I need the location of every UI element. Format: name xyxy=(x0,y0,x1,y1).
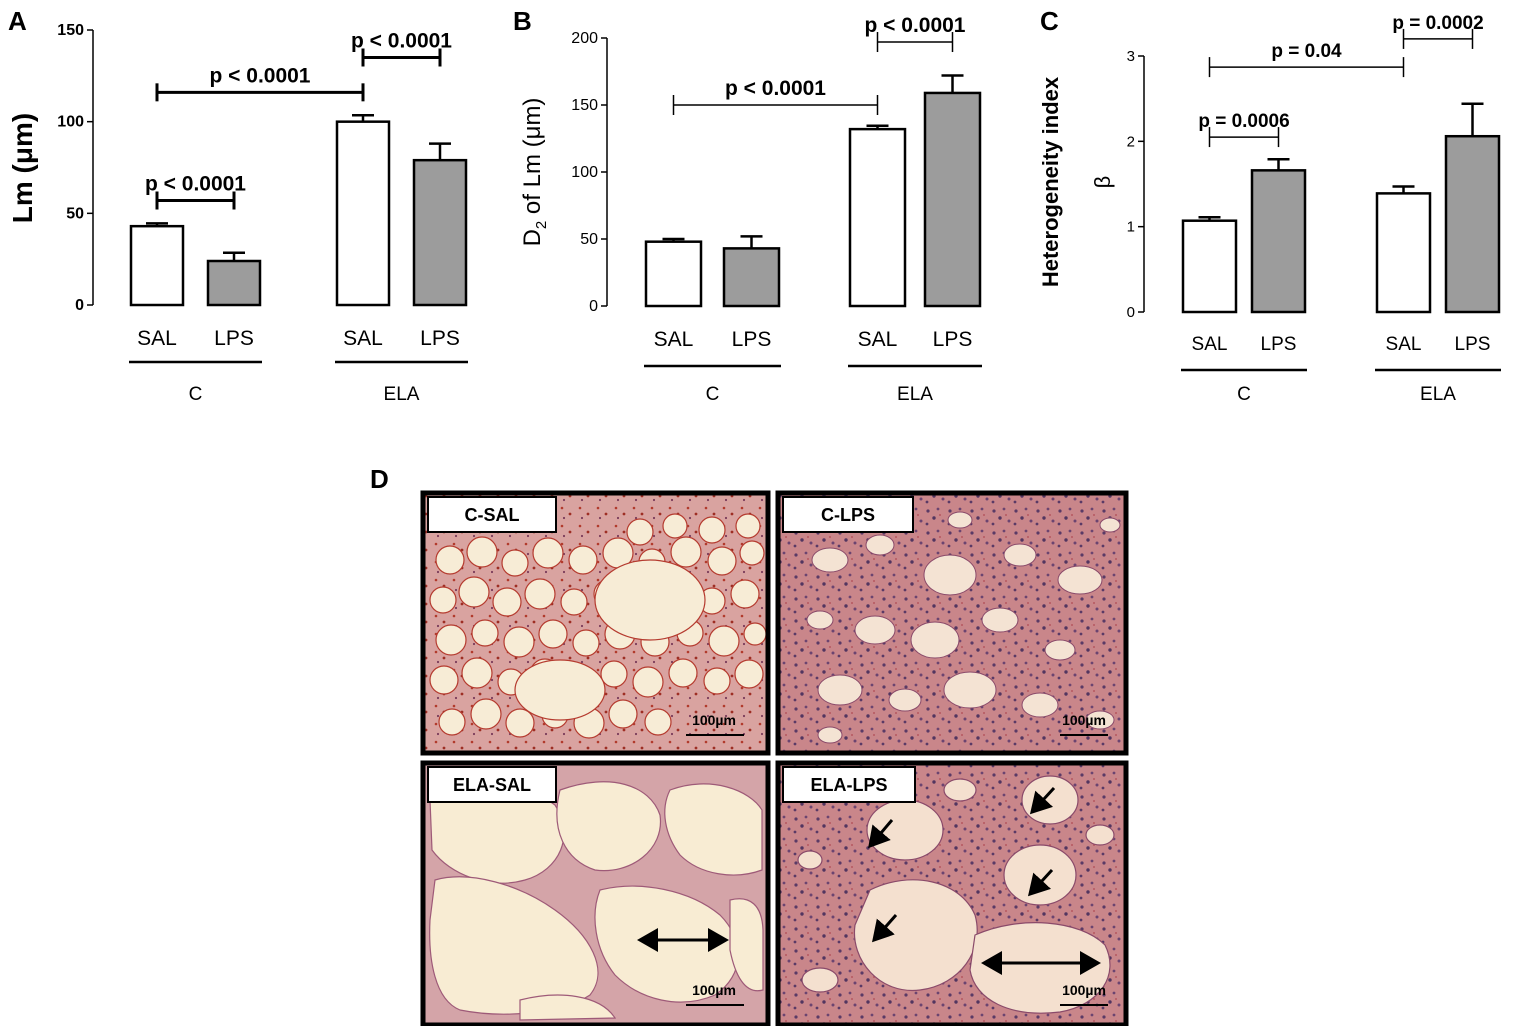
chart-c-p-value: p = 0.0002 xyxy=(1392,13,1483,34)
arrow xyxy=(1027,868,1054,897)
chart-a-bar xyxy=(412,158,468,307)
scale-bar-label: 100µm xyxy=(1062,712,1106,728)
chart-b-y-tick-label: 200 xyxy=(571,30,598,47)
chart-a-bar xyxy=(206,259,262,307)
chart-c-bar xyxy=(1250,169,1307,314)
chart-b-category-label: SAL xyxy=(858,328,898,351)
scale-bar-label: 100µm xyxy=(1062,982,1106,998)
chart-c-y-tick-label: 0 xyxy=(1127,304,1135,321)
chart-b-bar xyxy=(722,247,781,308)
panel-letter-b: B xyxy=(513,6,532,36)
chart-c-category-label: LPS xyxy=(1261,334,1297,355)
chart-b-group-label: C xyxy=(706,384,720,405)
chart-b-y-tick-label: 100 xyxy=(571,164,598,181)
chart-b-group-label: ELA xyxy=(897,384,933,405)
chart-b-bar xyxy=(644,240,703,308)
chart-b-y-tick-label: 0 xyxy=(589,298,598,315)
chart-a-group-label: ELA xyxy=(384,384,420,405)
scale-bar-label: 100µm xyxy=(692,712,736,728)
c-lps-airspaces xyxy=(806,511,1121,744)
chart-a-bars xyxy=(129,114,468,307)
chart-b-category-label: LPS xyxy=(933,328,973,351)
panel-letter-a: A xyxy=(8,6,27,36)
micrograph-ela-lps: ELA-LPS 100µm xyxy=(775,760,1129,1026)
micrograph-c-sal: C-SAL 100µm xyxy=(420,490,771,756)
chart-a-p-value: p < 0.0001 xyxy=(145,173,246,196)
micrograph-label: ELA-LPS xyxy=(810,775,887,795)
scale-bar-label: 100µm xyxy=(692,982,736,998)
chart-c-bar xyxy=(1444,134,1501,314)
panel-letter-c: C xyxy=(1040,6,1059,36)
chart-c-xlabels: SAL LPS SAL LPS C ELA xyxy=(1181,334,1501,405)
chart-a-group-label: C xyxy=(189,384,203,405)
chart-b-y-label: D2 of Lm (μm) xyxy=(519,98,550,247)
chart-a-y-label: Lm (μm) xyxy=(7,113,38,223)
chart-c-y-label-beta: β xyxy=(1090,176,1115,189)
chart-b-y-tick-label: 50 xyxy=(580,231,598,248)
chart-b-category-label: SAL xyxy=(654,328,694,351)
chart-c-bars xyxy=(1181,102,1501,314)
chart-c-category-label: LPS xyxy=(1455,334,1491,355)
chart-a-category-label: SAL xyxy=(343,327,383,350)
chart-b-y-label-main: D xyxy=(519,229,546,246)
chart-a-xlabels: SAL LPS SAL LPS C ELA xyxy=(129,327,468,405)
micrograph-ela-sal: ELA-SAL 100µm xyxy=(420,760,771,1026)
chart-c-axis: 0 1 2 3 xyxy=(1127,48,1145,321)
chart-a-category-label: SAL xyxy=(137,327,177,350)
chart-c-p-value: p = 0.0006 xyxy=(1198,111,1289,132)
chart-b: 0 50 100 150 200 p < 0.0001 p < 0.0001 SAL LPS… xyxy=(519,14,982,405)
chart-c-category-label: SAL xyxy=(1192,334,1228,355)
chart-c-group-label: ELA xyxy=(1420,384,1456,405)
micrograph-label: C-LPS xyxy=(821,505,875,525)
chart-c-p-value: p = 0.04 xyxy=(1271,41,1342,62)
chart-b-y-tick-label: 150 xyxy=(571,97,598,114)
chart-a-p-value: p < 0.0001 xyxy=(210,64,311,87)
chart-c-y-tick-label: 1 xyxy=(1127,219,1135,236)
chart-b-p-value: p < 0.0001 xyxy=(725,77,826,100)
arrow xyxy=(1029,786,1056,815)
micrograph-panel: C-SAL 100µm C-LPS 100µm xyxy=(420,490,1129,1026)
arrow xyxy=(868,819,894,849)
chart-a-bar xyxy=(129,224,185,307)
chart-b-p-value: p < 0.0001 xyxy=(865,14,966,37)
arrow xyxy=(872,914,898,943)
micrograph-label: ELA-SAL xyxy=(453,775,531,795)
chart-a-y-tick-label: 150 xyxy=(57,22,84,39)
chart-a-y-tick-label: 50 xyxy=(66,205,84,222)
chart-c-y-tick-label: 3 xyxy=(1127,48,1135,65)
chart-b-bars xyxy=(644,74,982,308)
chart-b-bar xyxy=(848,127,907,308)
chart-c: 0 1 2 3 p = 0.0006 p = 0.04 p = 0.0002 SAL LPS… xyxy=(1038,13,1501,405)
chart-a-annotations: p < 0.0001 p < 0.0001 p < 0.0001 xyxy=(145,30,452,210)
micrograph-label: C-SAL xyxy=(465,505,520,525)
chart-c-group-label: C xyxy=(1237,384,1251,405)
chart-a-axis: 0 50 100 150 xyxy=(57,22,94,314)
chart-a-y-tick-label: 0 xyxy=(75,297,84,314)
chart-a-category-label: LPS xyxy=(214,327,254,350)
chart-b-xlabels: SAL LPS SAL LPS C ELA xyxy=(644,328,982,405)
micrograph-c-lps: C-LPS 100µm xyxy=(775,490,1129,756)
chart-c-category-label: SAL xyxy=(1386,334,1422,355)
chart-b-y-label-sub: 2 xyxy=(533,221,550,229)
chart-a-category-label: LPS xyxy=(420,327,460,350)
chart-c-y-tick-label: 2 xyxy=(1127,133,1135,150)
chart-c-bar xyxy=(1181,219,1238,314)
chart-b-annotations: p < 0.0001 p < 0.0001 xyxy=(672,14,966,115)
chart-c-bar xyxy=(1375,192,1432,314)
chart-a-bar xyxy=(335,120,391,307)
ela-sal-airspaces xyxy=(429,781,764,1021)
panel-letter-d: D xyxy=(370,464,389,494)
chart-a-y-tick-label: 100 xyxy=(57,114,84,131)
chart-b-bar xyxy=(923,91,982,308)
chart-c-y-label: Heterogeneity index xyxy=(1038,76,1063,287)
chart-b-category-label: LPS xyxy=(732,328,772,351)
chart-c-annotations: p = 0.0006 p = 0.04 p = 0.0002 xyxy=(1198,13,1484,148)
chart-b-axis: 0 50 100 150 200 xyxy=(571,30,608,315)
chart-b-y-label-rest: of Lm (μm) xyxy=(519,98,546,221)
chart-a-p-value: p < 0.0001 xyxy=(351,30,452,53)
